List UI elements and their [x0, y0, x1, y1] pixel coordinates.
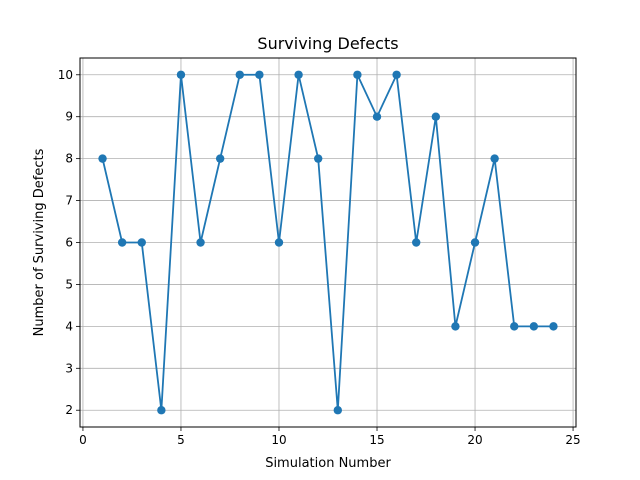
data-point: [196, 238, 205, 247]
data-point: [353, 70, 362, 79]
data-point: [412, 238, 421, 247]
data-point: [372, 112, 382, 121]
x-tick-label: 25: [565, 433, 580, 447]
y-tick-label: 5: [65, 277, 73, 291]
y-tick-label: 8: [65, 152, 73, 166]
data-point: [510, 322, 519, 331]
data-point: [117, 238, 127, 247]
x-axis-label: Simulation Number: [265, 456, 391, 471]
data-point: [451, 322, 460, 331]
data-point: [255, 70, 264, 79]
data-point: [176, 70, 186, 79]
x-tick-label: 10: [271, 433, 286, 447]
y-tick-label: 6: [65, 236, 73, 250]
data-point: [313, 154, 323, 163]
chart-title: Surviving Defects: [257, 34, 398, 53]
axis-ticks: 0 5 10 15 20 25 2 3 4 5 6 7 8 9 10: [58, 68, 581, 447]
data-point: [235, 70, 244, 79]
y-tick-label: 4: [65, 319, 73, 333]
series-line: [101, 73, 554, 412]
data-point: [294, 70, 303, 79]
data-point: [137, 238, 146, 247]
x-tick-label: 0: [79, 433, 87, 447]
data-point: [157, 406, 166, 415]
data-point: [549, 322, 558, 331]
data-point: [215, 154, 225, 163]
x-tick-label: 20: [467, 433, 482, 447]
data-point: [431, 112, 441, 121]
x-tick-label: 15: [369, 433, 384, 447]
x-tick-label: 5: [177, 433, 185, 447]
y-tick-label: 2: [65, 403, 73, 417]
data-point: [529, 322, 539, 331]
data-series: [98, 70, 558, 415]
data-point: [490, 154, 499, 163]
data-point: [470, 238, 480, 247]
data-point: [274, 238, 284, 247]
data-point: [98, 154, 107, 163]
y-tick-label: 7: [65, 194, 73, 208]
data-point: [333, 406, 343, 415]
y-tick-label: 3: [65, 361, 73, 375]
y-tick-label: 10: [58, 68, 73, 82]
y-axis-label: Number of Surviving Defects: [32, 148, 47, 336]
data-point: [392, 70, 401, 79]
y-tick-label: 9: [65, 110, 73, 124]
